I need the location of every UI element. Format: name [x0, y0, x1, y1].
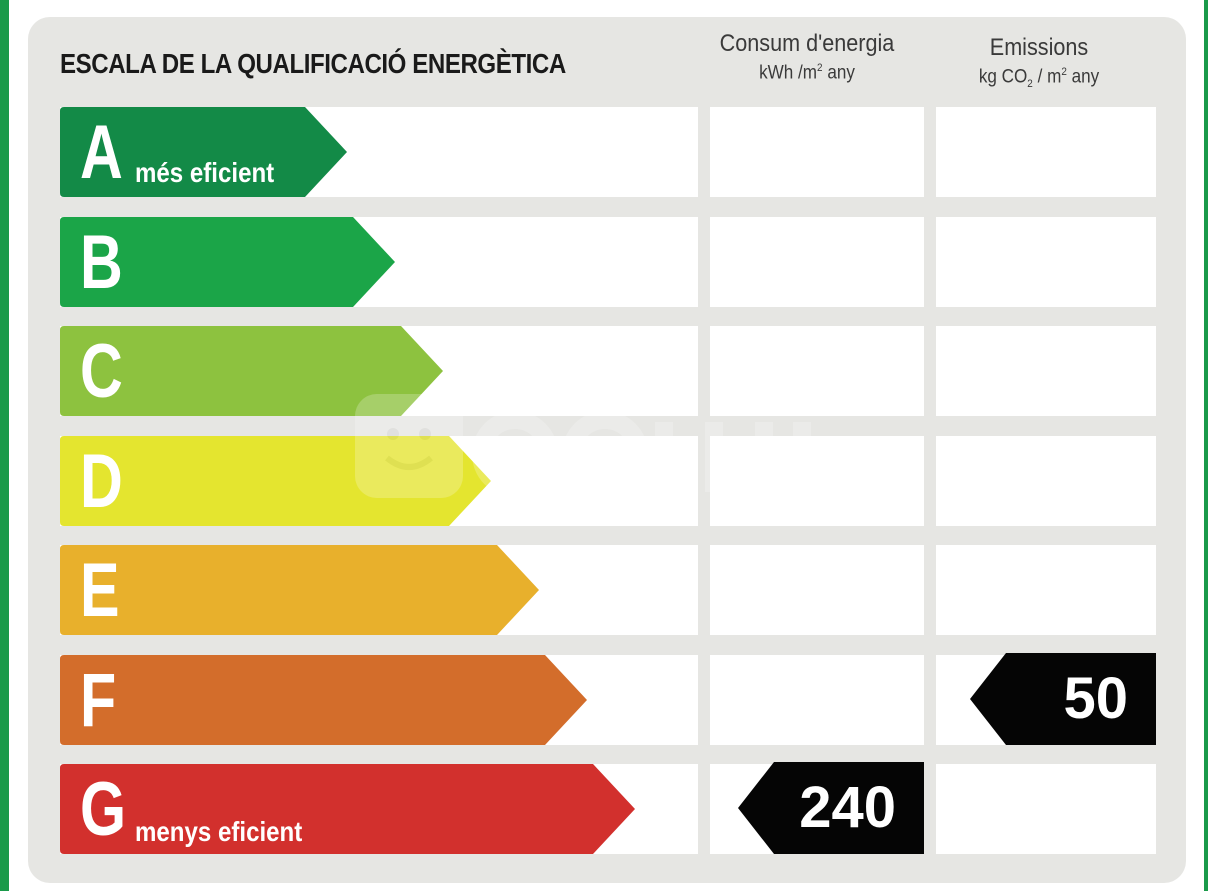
energy-column-label: Consum d'energia [719, 30, 895, 57]
emissions-column-header: Emissions kg CO2 / m2 any [935, 34, 1143, 90]
left-border-stripe [0, 0, 9, 891]
rating-letter: F [80, 658, 117, 743]
rating-letter: D [80, 439, 123, 524]
rating-bar-cell: F [60, 655, 698, 745]
energy-column-unit: kWh /m2 any [759, 62, 855, 84]
rating-bar-cell: C [60, 326, 698, 416]
energy-cell [710, 107, 924, 197]
rating-row-c: C [60, 326, 1156, 416]
rating-arrow-e: E [60, 545, 542, 635]
rating-arrow-f: F [60, 655, 590, 745]
emissions-cell [936, 764, 1156, 854]
energy-cell [710, 436, 924, 526]
rating-arrow-b: B [60, 217, 398, 307]
emissions-cell [936, 217, 1156, 307]
energy-cell [710, 326, 924, 416]
emissions-cell [936, 545, 1156, 635]
rating-sublabel: menys eficient [135, 816, 303, 847]
emissions-cell [936, 107, 1156, 197]
rating-letter: E [80, 548, 120, 633]
emissions-result-badge: 50 [970, 653, 1156, 745]
energy-cell [710, 217, 924, 307]
energy-result-value: 240 [799, 775, 896, 840]
energy-cell [710, 545, 924, 635]
emissions-column-label: Emissions [989, 34, 1089, 61]
emissions-cell: 50 [936, 653, 1156, 745]
rating-row-b: B [60, 217, 1156, 307]
rating-letter: G [80, 767, 127, 852]
right-border-stripe [1204, 0, 1208, 891]
emissions-cell [936, 436, 1156, 526]
rating-bar-cell: E [60, 545, 698, 635]
rating-letter: B [80, 220, 123, 305]
rating-bar-cell: D [60, 436, 698, 526]
rating-row-d: D [60, 436, 1156, 526]
rating-arrow-c: C [60, 326, 446, 416]
rating-bar-cell: B [60, 217, 698, 307]
energy-cell: 240 [710, 762, 924, 854]
energy-result-badge: 240 [738, 762, 924, 854]
emissions-column-unit: kg CO2 / m2 any [978, 66, 1100, 91]
rating-row-f: F 50 [60, 653, 1156, 745]
energy-cell [710, 655, 924, 745]
rating-arrow-d: D [60, 436, 494, 526]
page-title: ESCALA DE LA QUALIFICACIÓ ENERGÈTICA [60, 48, 566, 79]
emissions-cell [936, 326, 1156, 416]
rating-letter: C [80, 329, 123, 414]
rating-letter: A [80, 110, 123, 195]
rating-row-e: E [60, 545, 1156, 635]
energy-column-header: Consum d'energia kWh /m2 any [707, 30, 907, 84]
rating-sublabel: més eficient [135, 157, 275, 188]
emissions-result-value: 50 [1063, 666, 1128, 731]
